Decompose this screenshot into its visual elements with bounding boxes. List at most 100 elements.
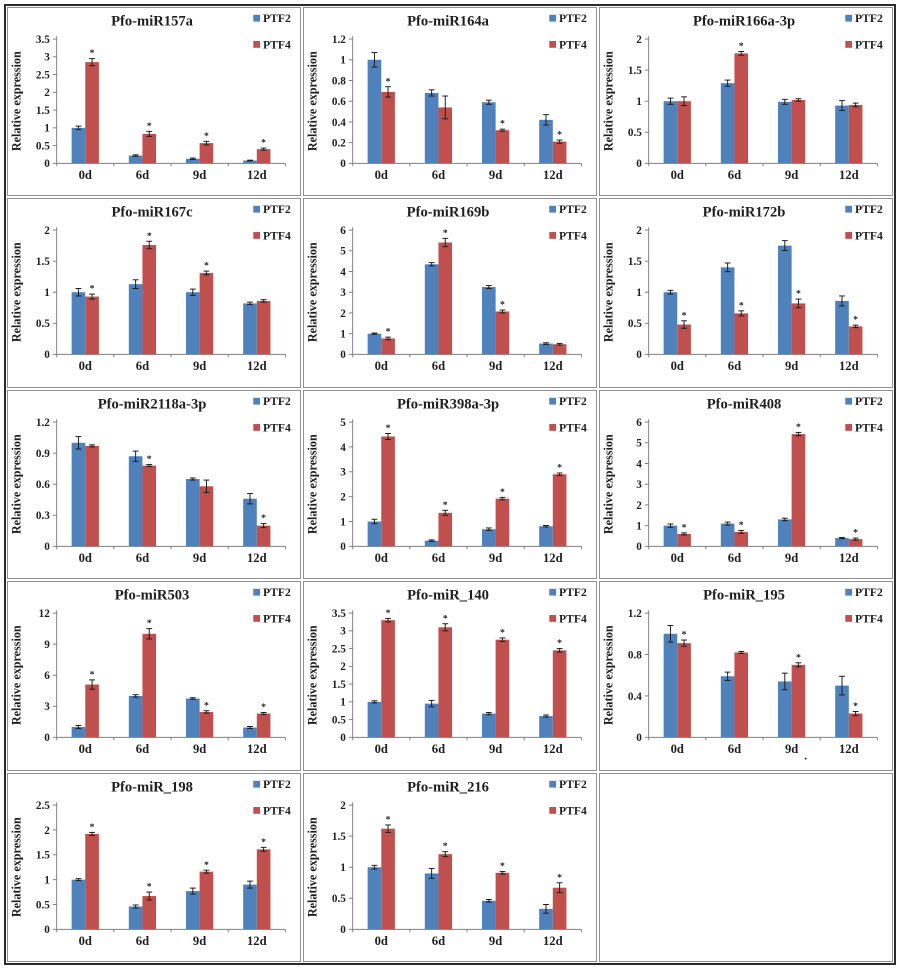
x-tick-label: 9d <box>193 551 206 565</box>
error-bar <box>146 130 153 137</box>
bar-ptf2-6d <box>128 906 143 929</box>
error-bar <box>442 509 449 516</box>
error-bar <box>260 299 267 304</box>
error-bar <box>428 89 435 97</box>
bar-ptf4-0d <box>85 296 99 355</box>
bar-ptf4-12d <box>848 104 863 164</box>
y-tick-label: 3 <box>340 288 346 300</box>
y-tick-label: 1 <box>340 329 346 341</box>
y-tick-label: 1 <box>636 96 642 108</box>
legend-label-ptf4: PTF4 <box>263 421 291 434</box>
y-tick-label: 0 <box>340 732 346 744</box>
bar-ptf4-12d <box>256 848 271 929</box>
error-bar <box>738 310 745 317</box>
significance-star: * <box>147 618 152 629</box>
x-tick-label: 6d <box>136 359 149 373</box>
legend-label-ptf2: PTF2 <box>855 586 883 599</box>
y-tick-label: 1 <box>44 288 50 300</box>
error-bar <box>795 98 802 102</box>
y-tick-label: 4 <box>340 267 346 279</box>
x-tick-label: 9d <box>489 359 502 373</box>
x-tick-label: 6d <box>728 359 741 373</box>
legend-label-ptf2: PTF2 <box>559 12 587 25</box>
bar-ptf2-12d <box>539 526 553 547</box>
bar-ptf2-12d <box>539 908 553 929</box>
chart-title: Pfo-miR167c <box>112 205 194 221</box>
error-bar <box>132 904 139 909</box>
bar-ptf2-6d <box>720 523 735 547</box>
legend-label-ptf2: PTF2 <box>559 586 587 599</box>
mirna-expression-figure: Pfo-miR157a PTF2 PTF4 Relative expression 0 0… <box>4 4 896 965</box>
error-bar <box>247 159 253 162</box>
significance-star: * <box>443 841 448 852</box>
chart-cell-pfo-mir-198: Pfo-miR_198 PTF2 PTF4 Relative expression 0 0… <box>7 772 301 962</box>
significance-star: * <box>853 701 858 712</box>
bar-ptf4-0d <box>381 91 395 164</box>
y-tick-label: 2 <box>636 225 642 237</box>
bar-ptf2-0d <box>663 101 678 164</box>
y-axis-title: Relative expression <box>10 51 24 151</box>
y-tick-label: 6 <box>340 225 346 237</box>
y-tick-label: 1.5 <box>332 831 346 843</box>
significance-star: * <box>739 520 744 531</box>
legend-swatch-ptf2-icon <box>253 397 261 405</box>
y-tick-label: 1 <box>340 55 346 67</box>
chart-title: Pfo-miR_140 <box>407 588 489 604</box>
bar-ptf4-0d <box>381 338 395 355</box>
error-bar <box>371 332 378 336</box>
legend-swatch-ptf4-icon <box>253 806 261 814</box>
y-axis-title: Relative expression <box>306 242 320 342</box>
x-tick-label: 12d <box>543 742 563 756</box>
legend-label-ptf4: PTF4 <box>263 38 291 51</box>
error-bar <box>543 524 549 528</box>
x-tick-label: 0d <box>671 359 684 373</box>
bar-ptf4-6d <box>734 531 749 547</box>
bar-ptf4-6d <box>438 107 453 164</box>
legend-label-ptf2: PTF2 <box>263 778 291 791</box>
error-bar <box>738 651 745 655</box>
legend-label-ptf4: PTF4 <box>855 38 883 51</box>
legend-label-ptf2: PTF2 <box>559 778 587 791</box>
bar-ptf2-6d <box>128 696 143 738</box>
significance-star: * <box>853 527 858 538</box>
y-tick-label: 2.5 <box>36 69 50 81</box>
error-bar <box>795 662 802 668</box>
chart-title: Pfo-miR_195 <box>703 588 785 604</box>
bar-ptf2-12d <box>243 727 257 738</box>
significance-star: * <box>739 301 744 312</box>
bar-ptf2-0d <box>71 292 86 355</box>
y-tick-label: 1 <box>340 862 346 874</box>
significance-star: * <box>90 48 95 59</box>
legend-swatch-ptf2-icon <box>845 588 853 596</box>
chart-svg-pfo-mir-195: Pfo-miR_195 PTF2 PTF4 Relative expression 0 0… <box>602 586 883 763</box>
significance-star: * <box>90 822 95 833</box>
legend-swatch-ptf4-icon <box>549 806 557 814</box>
y-tick-label: 1.2 <box>36 417 50 429</box>
bar-ptf2-9d <box>777 101 792 164</box>
bar-ptf4-6d <box>734 652 749 738</box>
bar-ptf4-9d <box>199 273 214 355</box>
error-bar <box>260 846 267 852</box>
bar-ptf4-12d <box>552 141 567 164</box>
bar-ptf2-6d <box>720 267 735 355</box>
chart-cell-pfo-mir172b: Pfo-miR172b PTF2 PTF4 Relative expression 0 0… <box>599 198 893 388</box>
bar-ptf2-9d <box>185 698 200 738</box>
error-bar <box>75 725 82 730</box>
bar-ptf2-12d <box>243 498 257 547</box>
chart-title: Pfo-miR166a-3p <box>693 13 795 29</box>
y-tick-label: 1 <box>44 874 50 886</box>
y-tick-label: 0.5 <box>36 319 50 331</box>
y-tick-label: 2 <box>340 308 346 320</box>
bar-ptf4-0d <box>381 828 395 929</box>
error-bar <box>442 238 449 248</box>
bar-ptf4-9d <box>495 872 510 929</box>
y-tick-label: 1.5 <box>628 256 642 268</box>
bar-ptf2-9d <box>185 158 200 164</box>
x-tick-label: 0d <box>79 359 92 373</box>
x-tick-label: 12d <box>543 168 563 182</box>
error-bar <box>132 450 139 462</box>
error-bar <box>781 672 788 691</box>
error-bar <box>485 99 492 105</box>
y-tick-label: 0.5 <box>332 715 346 727</box>
chart-title: Pfo-miR169b <box>407 205 490 221</box>
